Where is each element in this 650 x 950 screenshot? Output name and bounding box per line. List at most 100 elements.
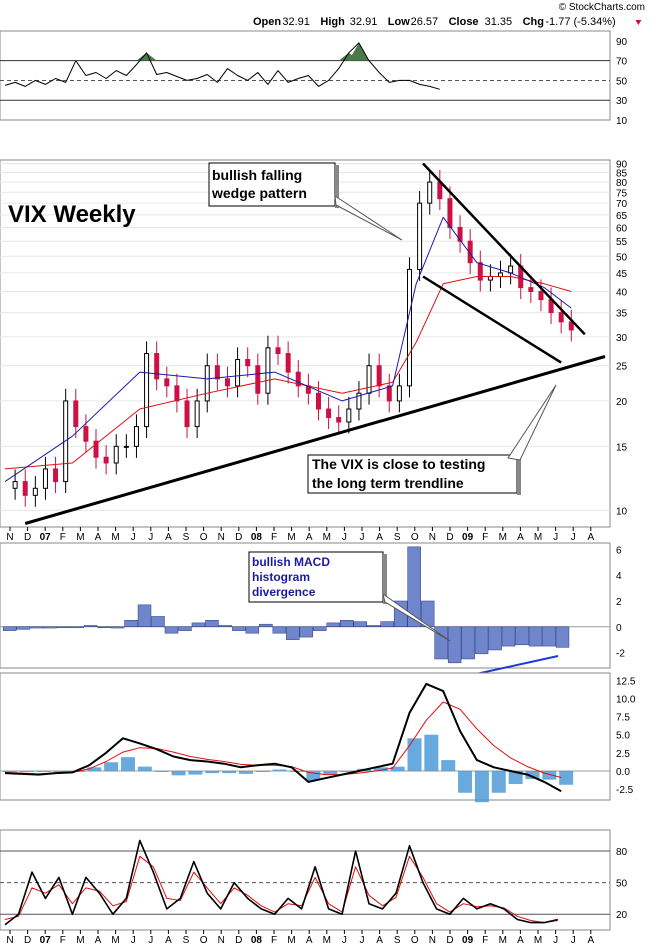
macd-hist-bar xyxy=(323,770,338,775)
candle-body xyxy=(417,202,423,270)
x-tick-label: A xyxy=(165,532,172,543)
candle-body xyxy=(184,400,190,428)
wedge-note-line1: bullish falling xyxy=(212,167,302,183)
rsi-tick-label: 10 xyxy=(616,116,628,127)
macd-hist-bar xyxy=(205,770,220,774)
candle-body xyxy=(457,226,463,242)
price-tick-label: 65 xyxy=(616,211,628,222)
stoch-tick-label: 80 xyxy=(616,847,628,858)
price-tick-label: 25 xyxy=(616,362,628,373)
x-tick-label: A xyxy=(95,935,102,946)
x-tick-label: A xyxy=(306,532,313,543)
candle-body xyxy=(275,347,281,355)
histogram-bar xyxy=(232,626,246,631)
candle-body xyxy=(235,359,241,387)
histogram-bar xyxy=(488,626,502,651)
candle-body xyxy=(32,487,38,496)
candle-body xyxy=(83,426,89,442)
x-tick-label: J xyxy=(131,532,136,543)
price-tick-label: 40 xyxy=(616,287,628,298)
histogram-bar xyxy=(474,626,489,655)
hist-tick-label: 4 xyxy=(616,571,622,582)
rsi-tick-label: 90 xyxy=(616,37,628,48)
histogram-bar xyxy=(299,626,314,638)
x-tick-label: A xyxy=(587,532,594,543)
macd-hist-bar xyxy=(474,770,489,803)
candle-body xyxy=(376,365,382,387)
x-tick-label: D xyxy=(235,935,242,946)
down-arrow-icon xyxy=(635,20,642,25)
header-value: 32.91 xyxy=(282,16,310,28)
histogram-bar xyxy=(461,626,475,660)
x-tick-label: S xyxy=(394,935,401,946)
histogram-bar xyxy=(110,626,125,629)
macd-note-line2: histogram xyxy=(252,570,310,584)
candle-body xyxy=(154,353,160,380)
trend-note-line1: The VIX is close to testing xyxy=(312,456,485,472)
macd-note-line3: divergence xyxy=(252,585,316,599)
macd-tick-label: 12.5 xyxy=(616,676,636,687)
price-tick-label: 90 xyxy=(616,159,628,170)
trend-note-line2: the long term trendline xyxy=(312,475,464,491)
x-tick-label: J xyxy=(360,532,365,543)
x-tick-label: J xyxy=(148,935,153,946)
x-tick-label: J xyxy=(342,532,347,543)
candle-body xyxy=(477,262,483,281)
macd-hist-bar xyxy=(120,757,135,771)
histogram-bar xyxy=(56,626,71,629)
macd-tick-label: -2.5 xyxy=(616,785,634,796)
rsi-frame xyxy=(0,30,611,121)
x-tick-label: J xyxy=(148,532,153,543)
x-tick-label: A xyxy=(95,532,102,543)
price-tick-label: 30 xyxy=(616,333,628,344)
macd-hist-bar xyxy=(542,770,557,780)
price-tick-label: 35 xyxy=(616,309,628,320)
hist-tick-label: 6 xyxy=(616,545,622,556)
candle-body xyxy=(568,321,574,331)
price-tick-label: 10 xyxy=(616,506,628,517)
candle-body xyxy=(406,268,412,387)
x-tick-label: D xyxy=(24,532,31,543)
macd-hist-bar xyxy=(53,770,68,772)
watermark: © StockCharts.com xyxy=(559,2,645,13)
candle-body xyxy=(396,385,402,402)
hist-tick-label: 2 xyxy=(616,597,622,608)
candle-body xyxy=(336,417,342,423)
histogram-bar xyxy=(70,626,84,629)
candle-body xyxy=(53,468,59,483)
trend-note-pointer xyxy=(507,384,557,461)
x-tick-label: F xyxy=(60,532,66,543)
x-tick-label: N xyxy=(6,532,13,543)
macd-hist-bar xyxy=(306,770,321,781)
candle-body xyxy=(214,365,220,380)
x-tick-label: J xyxy=(360,935,365,946)
candle-body xyxy=(22,481,28,496)
x-tick-label: M xyxy=(534,935,542,946)
x-tick-label: D xyxy=(446,532,453,543)
rsi-panel: 10 30 50 70 90 xyxy=(0,30,628,127)
wedge-note-line2: wedge pattern xyxy=(211,185,307,201)
price-tick-label: 80 xyxy=(616,178,628,189)
wedge-note-shadow xyxy=(335,165,339,208)
histogram-bar xyxy=(29,626,44,629)
histogram-bar xyxy=(447,626,462,664)
x-tick-label: S xyxy=(183,532,190,543)
candle-body xyxy=(366,365,372,394)
x-tick-label: 08 xyxy=(251,532,263,543)
x-tick-label: S xyxy=(394,532,401,543)
x-tick-label: 09 xyxy=(462,532,474,543)
candle-body xyxy=(224,378,230,387)
x-tick-label: M xyxy=(111,935,119,946)
macd-panel: -2.5 0.0 2.5 5.0 7.5 10.0 12.5 xyxy=(0,672,636,803)
x-tick-label: M xyxy=(287,935,295,946)
candle-body xyxy=(326,408,332,419)
histogram-bar xyxy=(555,626,570,648)
candle-body xyxy=(467,240,473,264)
price-tick-label: 20 xyxy=(616,397,628,408)
wedge-lower-line xyxy=(422,275,562,364)
candle-body xyxy=(93,440,99,458)
x-axis-bottom: N D 07 F M A M J J A S O N D 08 F M A M J J A S O N D 09 F M A M J J A xyxy=(6,930,594,946)
